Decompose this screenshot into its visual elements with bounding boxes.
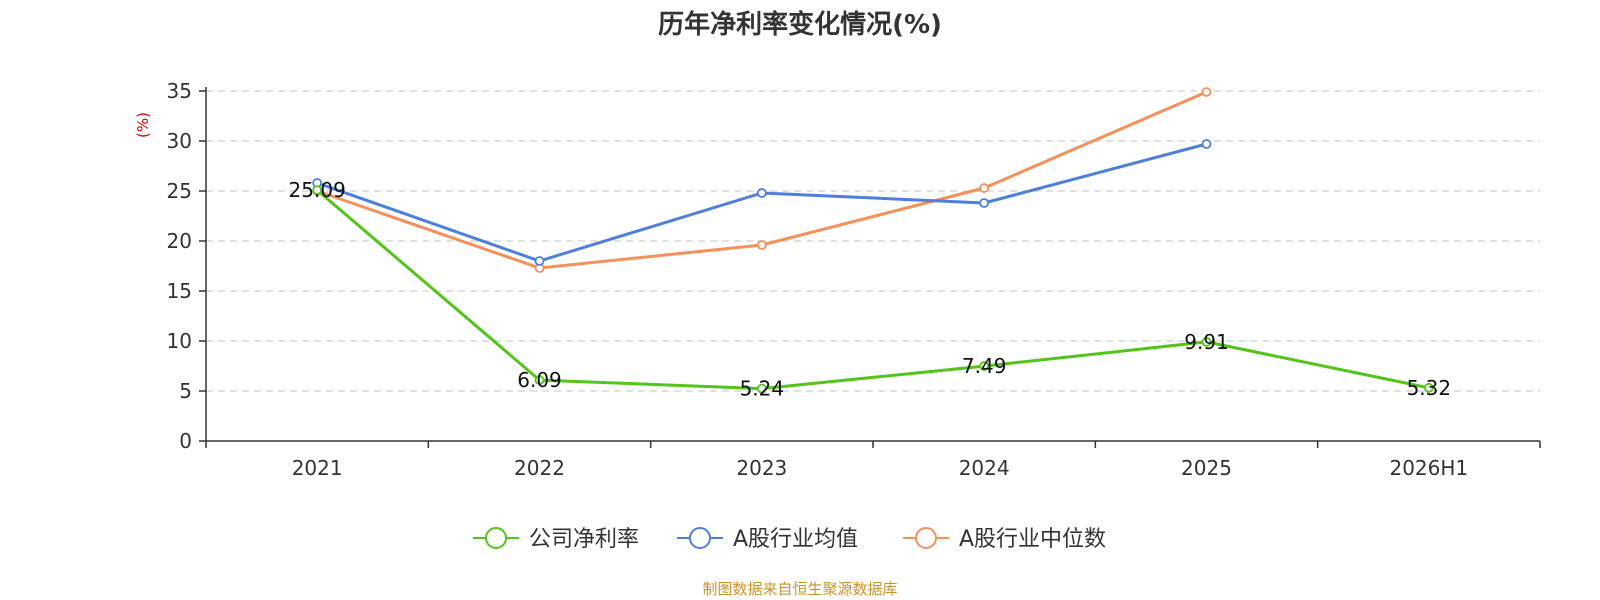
data-point bbox=[756, 383, 767, 394]
data-point bbox=[534, 375, 545, 386]
legend-label: A股行业均值 bbox=[733, 527, 858, 552]
legend-marker bbox=[915, 527, 937, 549]
x-tick-label: 2025 bbox=[1181, 456, 1232, 480]
data-point bbox=[979, 198, 990, 208]
legend-marker bbox=[689, 527, 711, 549]
data-label: 5.32 bbox=[1407, 376, 1452, 400]
y-axis-label: (%) bbox=[134, 112, 152, 138]
y-tick-label: 0 bbox=[179, 429, 192, 453]
x-tick-label: 2024 bbox=[959, 456, 1010, 480]
y-tick-label: 30 bbox=[167, 129, 192, 153]
data-point bbox=[1423, 382, 1434, 393]
data-point bbox=[756, 240, 767, 250]
data-point bbox=[979, 361, 990, 372]
data-point bbox=[534, 256, 545, 266]
y-tick-label: 15 bbox=[167, 279, 192, 303]
data-point bbox=[756, 188, 767, 198]
data-label: 7.49 bbox=[962, 354, 1007, 378]
data-point bbox=[1201, 139, 1212, 149]
legend-marker bbox=[485, 527, 507, 549]
data-label: 9.91 bbox=[1184, 330, 1229, 354]
data-point bbox=[312, 185, 323, 196]
data-point bbox=[979, 183, 990, 193]
chart-title: 历年净利率变化情况(%) bbox=[658, 10, 942, 40]
y-tick-label: 10 bbox=[167, 329, 192, 353]
data-label: 25.09 bbox=[289, 178, 346, 202]
data-label: 5.24 bbox=[740, 377, 785, 401]
y-tick-label: 5 bbox=[179, 379, 192, 403]
y-tick-label: 25 bbox=[167, 179, 192, 203]
series-line bbox=[316, 188, 1430, 391]
legend-label: 公司净利率 bbox=[529, 527, 639, 552]
data-source-note: 制图数据来自恒生聚源数据库 bbox=[702, 580, 898, 598]
x-tick-label: 2022 bbox=[514, 456, 565, 480]
x-tick-label: 2026H1 bbox=[1389, 456, 1468, 480]
y-tick-label: 20 bbox=[167, 229, 192, 253]
data-point bbox=[1201, 87, 1212, 97]
data-label: 6.09 bbox=[517, 368, 562, 392]
x-tick-label: 2023 bbox=[736, 456, 787, 480]
data-point bbox=[1201, 336, 1212, 347]
legend-label: A股行业中位数 bbox=[959, 527, 1106, 552]
x-tick-label: 2021 bbox=[292, 456, 343, 480]
y-tick-label: 35 bbox=[167, 79, 192, 103]
